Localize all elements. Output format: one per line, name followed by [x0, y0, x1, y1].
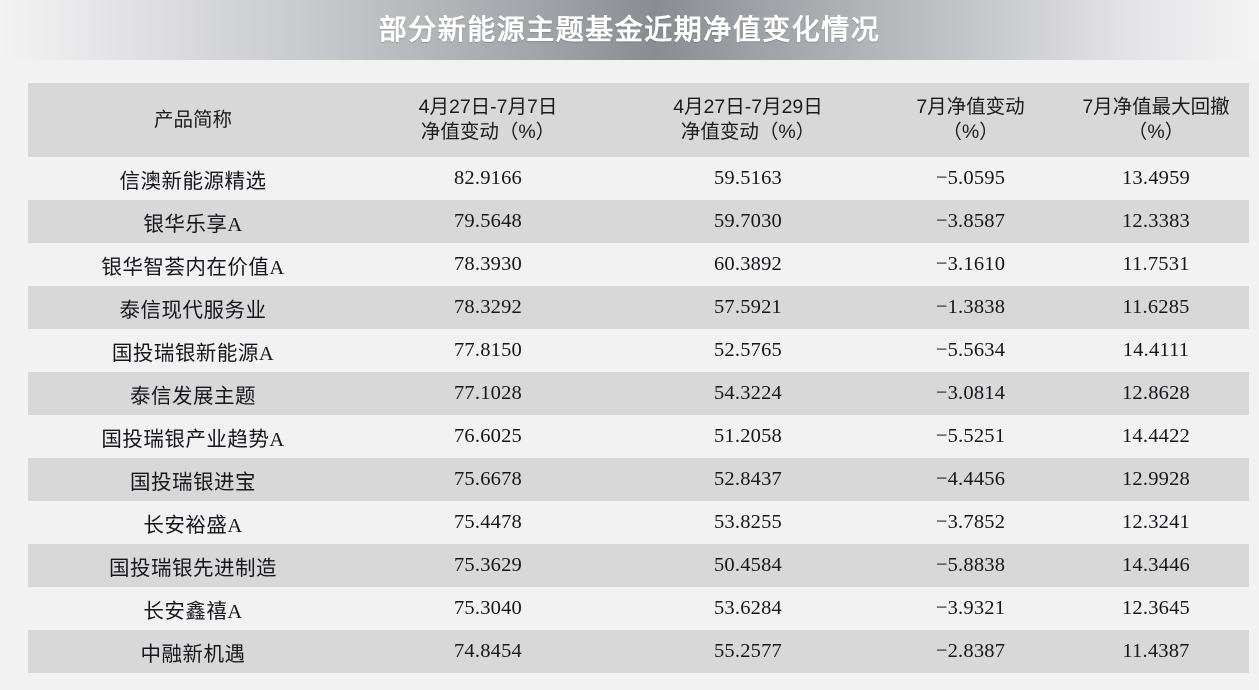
cell-july-nav-change: −3.8587 [935, 210, 1006, 232]
column-header-product-name: 产品简称 [28, 83, 358, 157]
cell-change-apr27-jul29: 59.7030 [713, 210, 783, 232]
cell-july-nav-change: −5.0595 [935, 167, 1006, 189]
table-row: 国投瑞银新能源A 77.8150 52.5765 −5.5634 14.4111 [28, 329, 1249, 372]
cell-product-name: 银华智荟内在价值A [101, 256, 285, 279]
cell-july-nav-change: −3.9321 [935, 597, 1006, 619]
cell-july-max-drawdown: 12.9928 [1121, 468, 1191, 490]
cell-change-apr27-jul7: 76.6025 [453, 425, 523, 447]
cell-july-nav-change: −5.8838 [935, 554, 1006, 576]
column-header-change-apr27-jul7: 4月27日-7月7日 净值变动（%） [358, 83, 618, 157]
cell-july-nav-change: −3.0814 [935, 382, 1006, 404]
cell-product-name: 银华乐享A [143, 213, 243, 236]
column-header-line2: 净值变动（%） [680, 121, 816, 143]
cell-product-name: 泰信现代服务业 [119, 299, 267, 322]
cell-july-max-drawdown: 12.3645 [1121, 597, 1191, 619]
column-header-line1: 4月27日-7月7日 [418, 96, 558, 119]
cell-july-nav-change: −5.5251 [935, 425, 1006, 447]
cell-product-name: 长安鑫禧A [143, 600, 243, 623]
cell-change-apr27-jul29: 59.5163 [713, 167, 783, 189]
cell-july-nav-change: −2.8387 [935, 640, 1006, 662]
cell-july-nav-change: −3.7852 [935, 511, 1006, 533]
table-header: 产品简称 4月27日-7月7日 净值变动（%） 4月27日-7月29日 净值变动… [28, 83, 1249, 157]
table-row: 长安裕盛A 75.4478 53.8255 −3.7852 12.3241 [28, 501, 1249, 544]
cell-change-apr27-jul7: 75.3040 [453, 597, 523, 619]
cell-change-apr27-jul7: 75.6678 [453, 468, 523, 490]
cell-july-nav-change: −3.1610 [935, 253, 1006, 275]
title-banner: 部分新能源主题基金近期净值变化情况 [0, 0, 1259, 60]
cell-july-nav-change: −5.5634 [935, 339, 1006, 361]
cell-july-nav-change: −1.3838 [935, 296, 1006, 318]
cell-july-max-drawdown: 12.3241 [1121, 511, 1191, 533]
cell-product-name: 国投瑞银新能源A [111, 342, 275, 365]
cell-change-apr27-jul7: 79.5648 [453, 210, 523, 232]
column-header-line1: 7月净值最大回撤 [1082, 96, 1230, 119]
cell-change-apr27-jul7: 77.8150 [453, 339, 523, 361]
column-header-july-nav-change: 7月净值变动 （%） [878, 83, 1063, 157]
table-row: 信澳新能源精选 82.9166 59.5163 −5.0595 13.4959 [28, 157, 1249, 200]
table-row: 中融新机遇 74.8454 55.2577 −2.8387 11.4387 [28, 630, 1249, 673]
column-header-line2: （%） [1127, 121, 1185, 143]
table-row: 长安鑫禧A 75.3040 53.6284 −3.9321 12.3645 [28, 587, 1249, 630]
fund-table-container: 产品简称 4月27日-7月7日 净值变动（%） 4月27日-7月29日 净值变动… [28, 83, 1249, 673]
cell-change-apr27-jul29: 53.6284 [713, 597, 783, 619]
cell-change-apr27-jul7: 74.8454 [453, 640, 523, 662]
column-header-change-apr27-jul29: 4月27日-7月29日 净值变动（%） [618, 83, 878, 157]
cell-change-apr27-jul7: 77.1028 [453, 382, 523, 404]
cell-july-max-drawdown: 13.4959 [1121, 167, 1191, 189]
cell-change-apr27-jul7: 82.9166 [453, 167, 523, 189]
cell-product-name: 信澳新能源精选 [119, 170, 267, 193]
cell-july-max-drawdown: 11.7531 [1122, 253, 1190, 275]
table-header-row: 产品简称 4月27日-7月7日 净值变动（%） 4月27日-7月29日 净值变动… [28, 83, 1249, 157]
table-body: 信澳新能源精选 82.9166 59.5163 −5.0595 13.4959 … [28, 157, 1249, 673]
table-row: 国投瑞银进宝 75.6678 52.8437 −4.4456 12.9928 [28, 458, 1249, 501]
column-header-line1: 4月27日-7月29日 [673, 96, 823, 119]
cell-change-apr27-jul7: 75.3629 [453, 554, 523, 576]
table-row: 国投瑞银先进制造 75.3629 50.4584 −5.8838 14.3446 [28, 544, 1249, 587]
cell-change-apr27-jul29: 57.5921 [713, 296, 783, 318]
cell-july-max-drawdown: 12.8628 [1121, 382, 1191, 404]
table-row: 国投瑞银产业趋势A 76.6025 51.2058 −5.5251 14.442… [28, 415, 1249, 458]
cell-july-max-drawdown: 12.3383 [1121, 210, 1191, 232]
cell-change-apr27-jul29: 50.4584 [713, 554, 783, 576]
cell-product-name: 长安裕盛A [143, 514, 243, 537]
cell-july-nav-change: −4.4456 [935, 468, 1006, 490]
cell-change-apr27-jul7: 75.4478 [453, 511, 523, 533]
fund-performance-table: 产品简称 4月27日-7月7日 净值变动（%） 4月27日-7月29日 净值变动… [28, 83, 1249, 673]
cell-change-apr27-jul29: 54.3224 [713, 382, 783, 404]
cell-july-max-drawdown: 14.4111 [1122, 339, 1190, 361]
column-header-line1: 产品简称 [153, 108, 232, 131]
column-header-line2: （%） [942, 121, 999, 143]
cell-product-name: 国投瑞银先进制造 [109, 557, 277, 580]
cell-change-apr27-jul7: 78.3292 [453, 296, 523, 318]
table-row: 泰信现代服务业 78.3292 57.5921 −1.3838 11.6285 [28, 286, 1249, 329]
table-row: 银华乐享A 79.5648 59.7030 −3.8587 12.3383 [28, 200, 1249, 243]
column-header-line2: 净值变动（%） [420, 121, 556, 143]
cell-product-name: 泰信发展主题 [130, 385, 256, 408]
cell-july-max-drawdown: 11.4387 [1122, 640, 1190, 662]
cell-july-max-drawdown: 14.3446 [1121, 554, 1191, 576]
cell-july-max-drawdown: 11.6285 [1122, 296, 1190, 318]
cell-product-name: 国投瑞银进宝 [130, 471, 256, 494]
cell-change-apr27-jul7: 78.3930 [453, 253, 523, 275]
cell-product-name: 国投瑞银产业趋势A [101, 428, 285, 451]
cell-change-apr27-jul29: 55.2577 [713, 640, 783, 662]
column-header-july-max-drawdown: 7月净值最大回撤 （%） [1063, 83, 1249, 157]
table-row: 泰信发展主题 77.1028 54.3224 −3.0814 12.8628 [28, 372, 1249, 415]
cell-change-apr27-jul29: 60.3892 [713, 253, 783, 275]
cell-change-apr27-jul29: 52.8437 [713, 468, 783, 490]
cell-product-name: 中融新机遇 [140, 643, 246, 666]
column-header-line1: 7月净值变动 [916, 96, 1025, 119]
cell-change-apr27-jul29: 52.5765 [713, 339, 783, 361]
page-title: 部分新能源主题基金近期净值变化情况 [378, 14, 881, 45]
table-row: 银华智荟内在价值A 78.3930 60.3892 −3.1610 11.753… [28, 243, 1249, 286]
cell-change-apr27-jul29: 51.2058 [713, 425, 783, 447]
cell-change-apr27-jul29: 53.8255 [713, 511, 783, 533]
cell-july-max-drawdown: 14.4422 [1121, 425, 1191, 447]
